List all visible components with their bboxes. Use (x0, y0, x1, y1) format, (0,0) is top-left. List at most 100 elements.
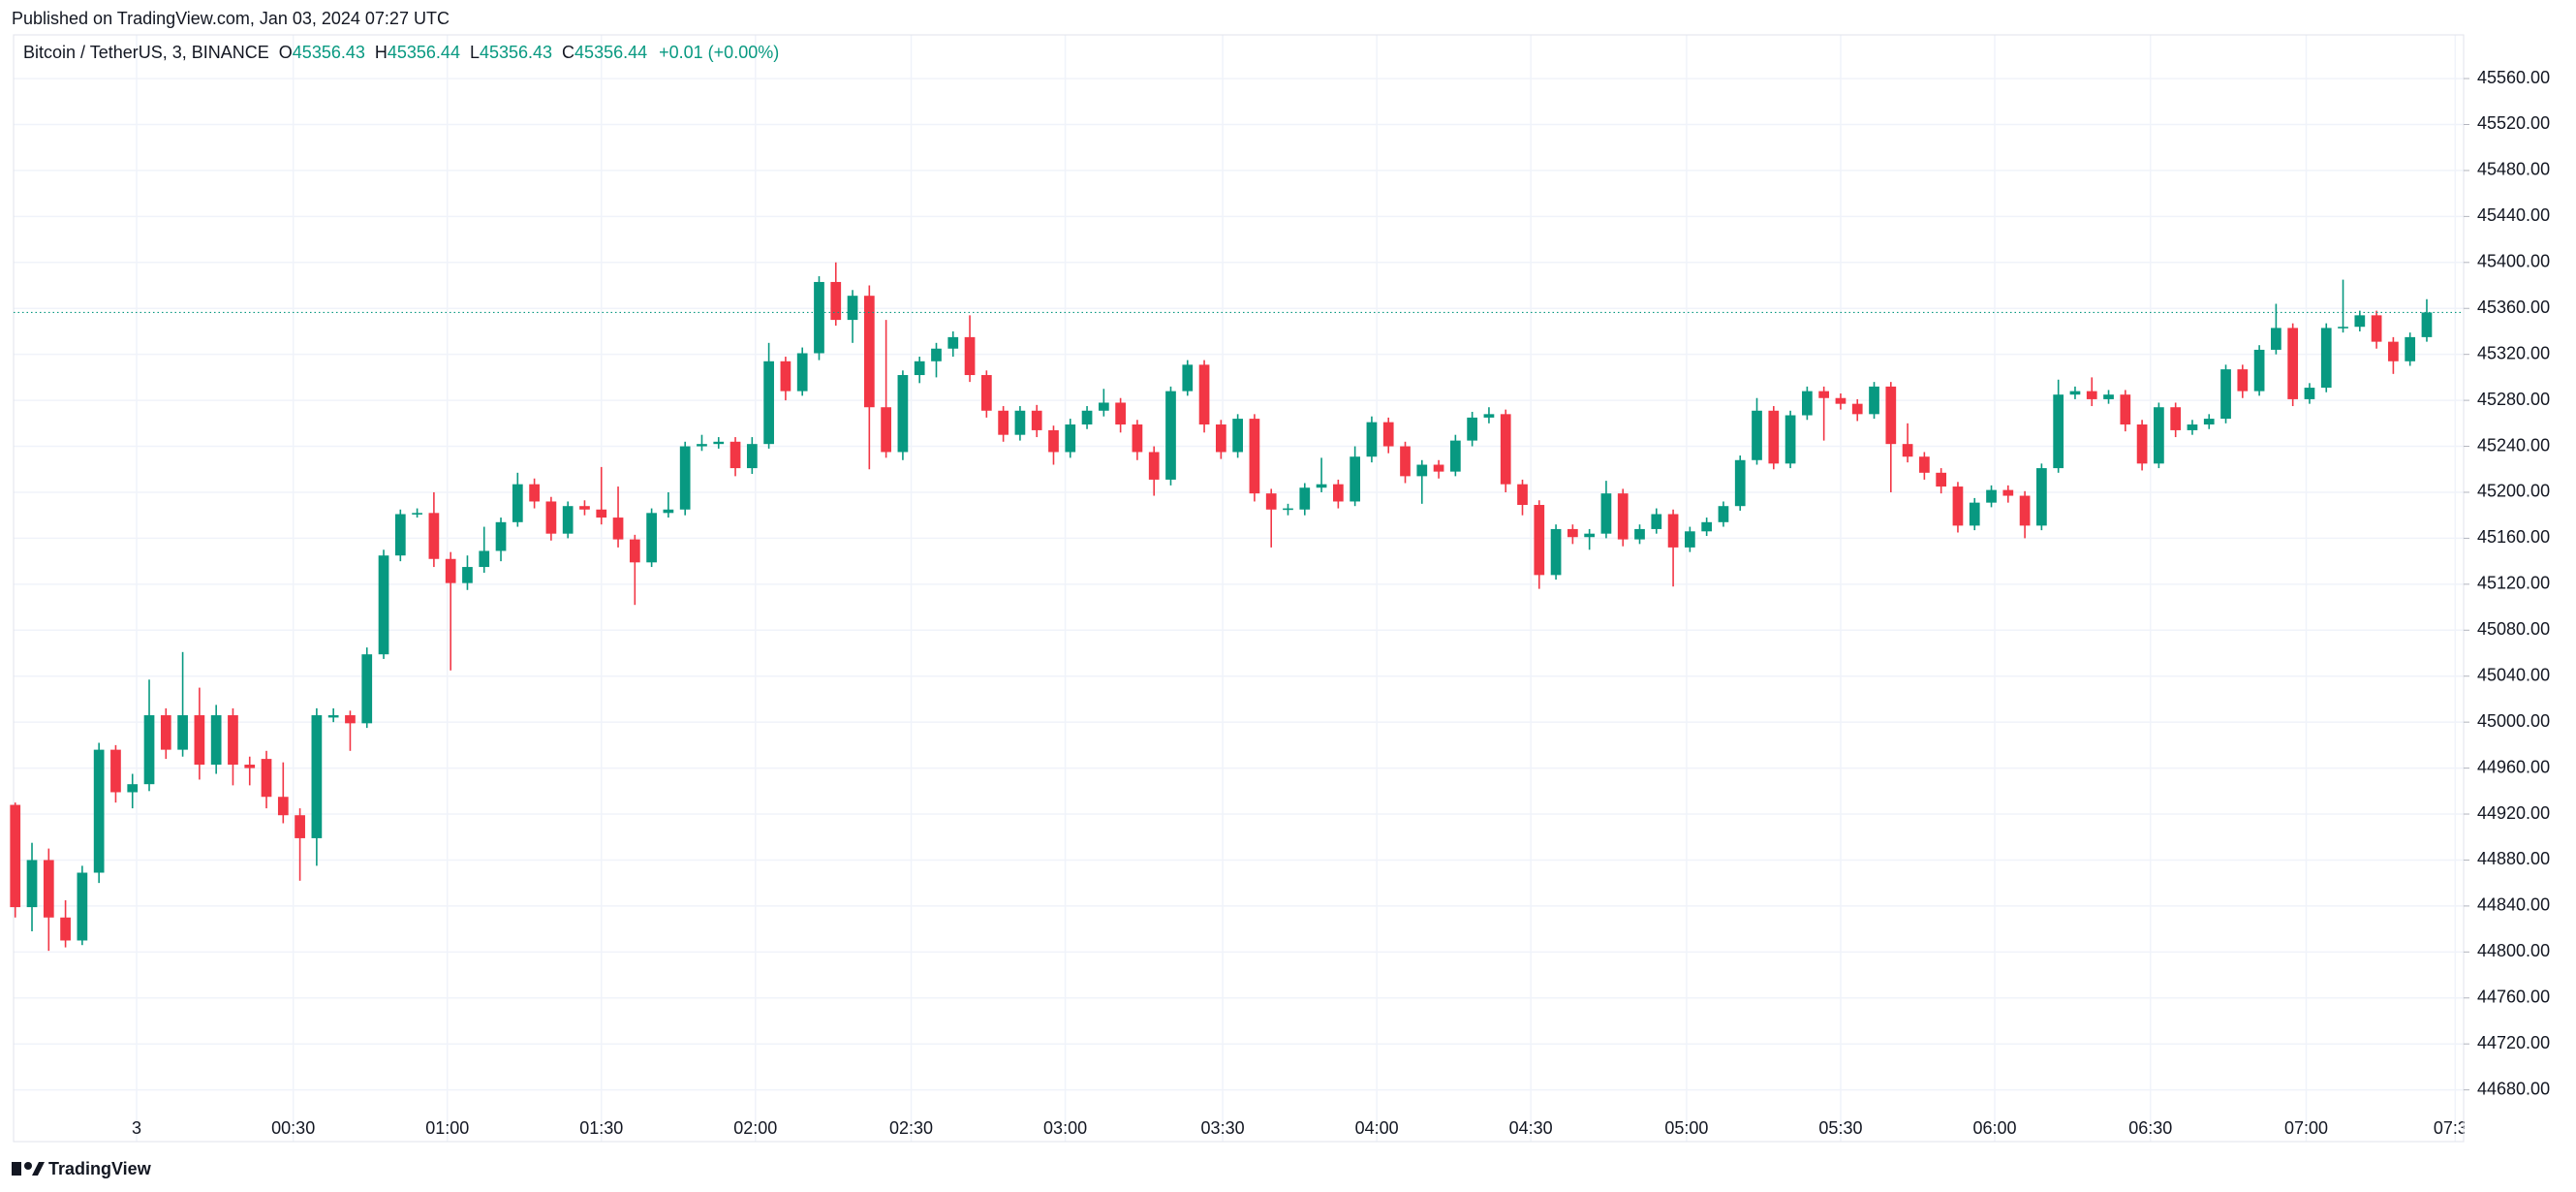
y-tick-label: 45560.00 (2477, 68, 2550, 87)
candle-body (495, 521, 507, 551)
candle-body (277, 797, 289, 816)
candle-body (663, 509, 674, 514)
candle-body (931, 348, 942, 361)
candle-body (1835, 397, 1847, 404)
candle-body (830, 281, 842, 321)
candle-body (26, 860, 38, 908)
x-tick-label: 02:30 (889, 1118, 933, 1138)
y-tick-label: 44720.00 (2477, 1033, 2550, 1052)
candle-body (2154, 407, 2164, 464)
candle-body (93, 749, 105, 873)
candle-body (1031, 410, 1042, 430)
ohlc-label: O (278, 43, 293, 62)
candle-body (2405, 336, 2416, 361)
candle-body (1048, 429, 1059, 453)
candle-body (1416, 464, 1428, 477)
candle-body (914, 361, 925, 376)
ohlc-label: C (562, 43, 575, 62)
candle-body (1869, 386, 1879, 415)
candle-body (394, 514, 406, 556)
candle-body (462, 567, 473, 583)
candle-body (2421, 312, 2433, 337)
x-tick-label: 01:30 (579, 1118, 623, 1138)
candle-body (1969, 502, 1980, 526)
candle-body (1467, 417, 1478, 441)
candle-body (43, 860, 54, 918)
candle-body (980, 375, 992, 411)
candle-body (646, 513, 657, 563)
candle-body (1885, 386, 1897, 445)
x-tick-label: 04:30 (1509, 1118, 1553, 1138)
candle-body (194, 715, 205, 766)
candle-body (1567, 528, 1578, 538)
candle-body (60, 917, 71, 941)
x-tick-label: 03:30 (1201, 1118, 1245, 1138)
x-tick-label: 05:30 (1818, 1118, 1862, 1138)
candle-body (1902, 444, 1913, 457)
candle-body (863, 296, 875, 408)
candle-body (1701, 521, 1713, 532)
candle-body (2086, 391, 2097, 399)
candle-body (1165, 391, 1176, 480)
y-tick-label: 45480.00 (2477, 160, 2550, 179)
candle-body (412, 513, 422, 515)
y-tick-label: 44800.00 (2477, 941, 2550, 960)
y-tick-label: 45040.00 (2477, 665, 2550, 684)
y-tick-label: 45200.00 (2477, 482, 2550, 501)
y-tick-label: 44880.00 (2477, 849, 2550, 868)
candle-body (110, 749, 121, 793)
candle-body (2338, 327, 2348, 329)
candle-body (1517, 484, 1528, 506)
candle-body (1818, 391, 1830, 398)
x-tick-label: 05:00 (1664, 1118, 1708, 1138)
ohlc-label: L (469, 43, 480, 62)
candle-body (596, 509, 607, 518)
candle-body (2320, 328, 2332, 389)
y-tick-label: 45520.00 (2477, 113, 2550, 133)
candle-body (177, 715, 188, 750)
candle-body (562, 506, 574, 534)
candle-body (1299, 487, 1311, 510)
candle-body (1316, 484, 1327, 488)
candle-body (1232, 419, 1243, 453)
candle-body (445, 558, 456, 583)
candle-body (1952, 486, 1964, 526)
candle-body (579, 506, 590, 510)
candle-body (2220, 369, 2231, 420)
candle-body (545, 501, 557, 534)
candle-body (2036, 468, 2047, 526)
x-tick-label: 03:00 (1043, 1118, 1087, 1138)
y-tick-label: 44760.00 (2477, 988, 2550, 1007)
candle-body (713, 441, 725, 445)
candle-body (881, 407, 891, 453)
y-tick-label: 45080.00 (2477, 619, 2550, 639)
candle-body (1215, 424, 1226, 453)
candle-body (1685, 531, 1695, 548)
ohlc-value: 45356.43 (479, 43, 553, 62)
y-tick-label: 44920.00 (2477, 803, 2550, 823)
y-tick-label: 45360.00 (2477, 298, 2550, 317)
candle-body (428, 513, 440, 559)
candle-body (1249, 419, 1260, 494)
candle-body (1768, 410, 1780, 464)
candle-body (1382, 422, 1394, 447)
publisher-line: Published on TradingView.com, Jan 03, 20… (12, 9, 450, 28)
candle-body (1198, 364, 1210, 425)
candle-body (763, 361, 774, 445)
x-tick-label: 02:00 (733, 1118, 777, 1138)
candle-body (1400, 446, 1411, 477)
candle-body (679, 446, 691, 510)
candle-body (1148, 452, 1160, 480)
candle-body (127, 784, 139, 793)
candle-body (1132, 424, 1143, 453)
x-tick-label: 07:00 (2284, 1118, 2328, 1138)
ohlc-value: 45356.44 (387, 43, 460, 62)
candle-body (2187, 424, 2198, 430)
y-tick-label: 45400.00 (2477, 252, 2550, 271)
candle-body (1265, 493, 1277, 510)
candle-body (77, 872, 88, 941)
y-tick-label: 44680.00 (2477, 1079, 2550, 1098)
candle-body (244, 765, 256, 769)
candle-body (847, 296, 858, 321)
